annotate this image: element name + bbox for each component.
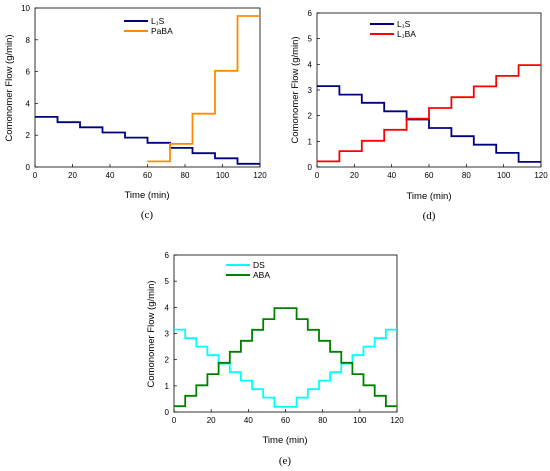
chart-e-x-axis-label: Time (min) bbox=[262, 435, 307, 446]
chart-d-series-0-line bbox=[317, 85, 541, 163]
chart-e-y-tick-label-6: 6 bbox=[165, 251, 170, 260]
chart-c-x-tick-label-0: 0 bbox=[33, 171, 38, 180]
chart-d-plot-frame bbox=[316, 12, 542, 168]
chart-e-x-tick-label-5: 100 bbox=[353, 416, 367, 425]
chart-d-series bbox=[317, 64, 541, 163]
chart-e-series-0-line bbox=[174, 328, 397, 408]
chart-e-x-tick-label-2: 40 bbox=[244, 416, 253, 425]
chart-c-x-tick-label-2: 40 bbox=[106, 171, 115, 180]
chart-c-x-tick-label-3: 60 bbox=[143, 171, 152, 180]
chart-d-x-tick-label-3: 60 bbox=[425, 171, 434, 180]
chart-c-x-ticks: 0 20 40 60 80 100 120 bbox=[33, 164, 267, 180]
chart-e-series-1-line bbox=[174, 307, 397, 408]
chart-e-x-tick-label-1: 20 bbox=[207, 416, 216, 425]
chart-e-y-tick-label-2: 2 bbox=[165, 356, 170, 365]
chart-d-x-tick-label-5: 100 bbox=[497, 171, 511, 180]
chart-c-x-tick-label-6: 120 bbox=[253, 171, 267, 180]
chart-c-series bbox=[35, 15, 260, 165]
chart-d-x-tick-label-2: 40 bbox=[387, 171, 396, 180]
chart-c-y-ticks: 0 2 4 6 8 10 bbox=[21, 4, 38, 172]
chart-d-x-ticks: 0 20 40 60 80 100 120 bbox=[315, 164, 548, 180]
chart-d-y-tick-label-1: 1 bbox=[308, 137, 313, 146]
chart-e-series bbox=[174, 307, 397, 408]
chart-e-legend-label-0: DS bbox=[253, 260, 265, 270]
chart-d-x-axis-label: Time (min) bbox=[406, 191, 451, 202]
chart-e-x-tick-label-6: 120 bbox=[390, 416, 404, 425]
chart-c-y-tick-label-0: 0 bbox=[26, 163, 31, 172]
chart-e-y-axis-label: Comonomer Flow (g/min) bbox=[146, 280, 157, 387]
chart-d-x-tick-label-6: 120 bbox=[534, 171, 548, 180]
chart-e-x-tick-label-4: 80 bbox=[318, 416, 327, 425]
chart-e-x-tick-label-3: 60 bbox=[281, 416, 290, 425]
chart-d-y-tick-label-5: 5 bbox=[308, 35, 313, 44]
chart-c-y-tick-label-4: 8 bbox=[26, 36, 31, 45]
chart-e-x-ticks: 0 20 40 60 80 100 120 bbox=[172, 409, 404, 425]
chart-c-y-tick-label-1: 2 bbox=[26, 131, 31, 140]
chart-d-x-tick-label-1: 20 bbox=[350, 171, 359, 180]
chart-c-x-tick-label-5: 100 bbox=[216, 171, 230, 180]
chart-d-panel-label: (d) bbox=[423, 210, 436, 222]
chart-c-panel-label: (c) bbox=[141, 209, 154, 221]
chart-d-y-ticks: 0 1 2 3 4 5 6 bbox=[308, 9, 320, 172]
chart-e-plot-frame bbox=[173, 254, 398, 413]
chart-d-legend-label-0: L₁S bbox=[397, 19, 411, 29]
chart-c-legend-label-1: PaBA bbox=[151, 26, 173, 36]
chart-c-x-tick-label-1: 20 bbox=[68, 171, 77, 180]
chart-d-legend-label-1: L₁BA bbox=[397, 29, 416, 39]
chart-c-series-1-line bbox=[147, 15, 260, 163]
chart-e-x-tick-label-0: 0 bbox=[172, 416, 177, 425]
chart-e-panel-label: (e) bbox=[279, 455, 292, 467]
chart-e-y-tick-label-5: 5 bbox=[165, 277, 170, 286]
chart-c-y-tick-label-3: 6 bbox=[26, 68, 31, 77]
chart-e-legend-label-1: ABA bbox=[253, 270, 270, 280]
chart-d-y-axis-label: Comonomer Flow (g/min) bbox=[290, 36, 301, 143]
chart-d-y-tick-label-2: 2 bbox=[308, 112, 313, 121]
chart-c-x-axis-label: Time (min) bbox=[124, 190, 169, 201]
chart-e-y-tick-label-0: 0 bbox=[165, 408, 170, 417]
chart-e-y-tick-label-4: 4 bbox=[165, 303, 170, 312]
chart-d-y-tick-label-0: 0 bbox=[308, 163, 313, 172]
chart-c-x-tick-label-4: 80 bbox=[181, 171, 190, 180]
chart-e-y-tick-label-1: 1 bbox=[165, 382, 170, 391]
chart-d-x-tick-label-0: 0 bbox=[315, 171, 320, 180]
chart-d-x-tick-label-4: 80 bbox=[462, 171, 471, 180]
chart-e-y-tick-label-3: 3 bbox=[165, 330, 170, 339]
chart-d-y-tick-label-3: 3 bbox=[308, 86, 313, 95]
chart-c-y-tick-label-2: 4 bbox=[26, 99, 31, 108]
chart-d-y-tick-label-4: 4 bbox=[308, 60, 313, 69]
chart-e-y-ticks: 0 1 2 3 4 5 6 bbox=[165, 251, 177, 417]
chart-c-legend-label-0: L₁S bbox=[151, 16, 165, 26]
chart-d-y-tick-label-6: 6 bbox=[308, 9, 313, 18]
chart-c-series-0-line bbox=[35, 116, 260, 165]
chart-c-y-axis-label: Comonomer Flow (g/min) bbox=[4, 34, 15, 141]
chart-c-y-tick-label-5: 10 bbox=[21, 4, 30, 13]
chart-d-series-1-line bbox=[317, 64, 541, 163]
